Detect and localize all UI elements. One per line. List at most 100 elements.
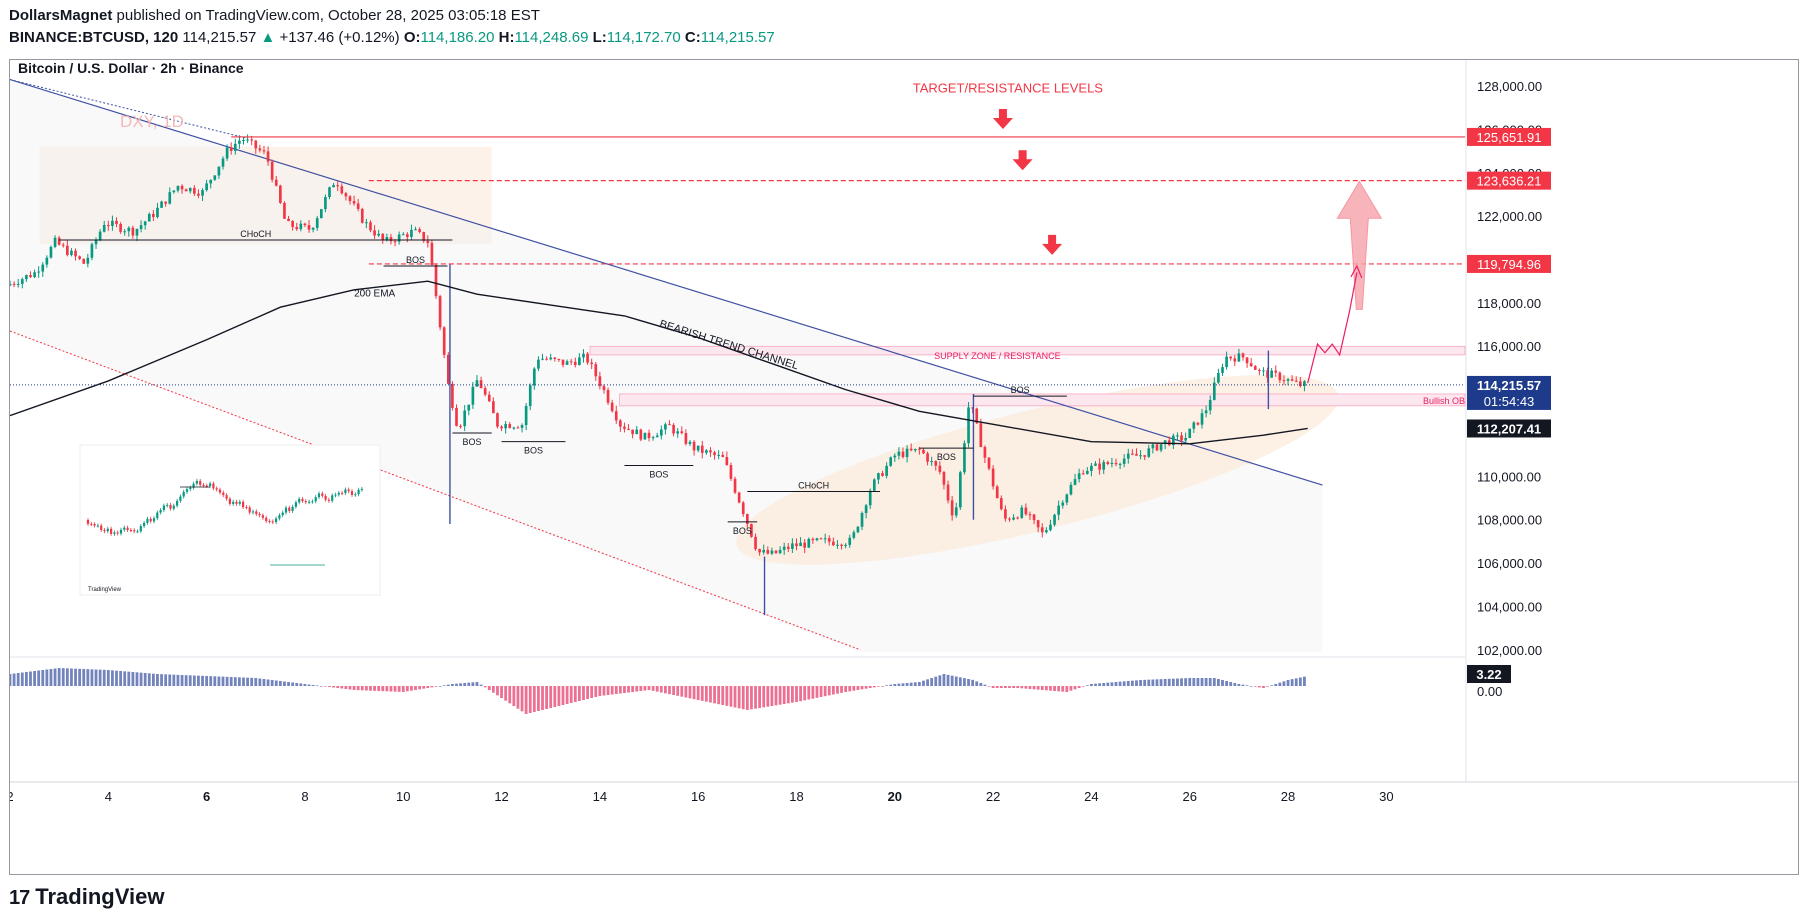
inset-candle-body (103, 530, 106, 532)
candle-body (799, 542, 802, 547)
candle-body (582, 353, 585, 358)
oscillator-bar (246, 677, 249, 686)
candle-body (111, 220, 114, 226)
candle-body (1094, 463, 1097, 466)
oscillator-bar (680, 686, 684, 697)
candle-body (250, 139, 254, 141)
bos-label: BOS (1011, 385, 1030, 395)
candle-body (49, 246, 53, 258)
oscillator-bar (106, 670, 110, 686)
oscillator-bar (1036, 686, 1040, 690)
candle-body (664, 424, 667, 430)
target-price-tag (1467, 254, 1551, 273)
candle-body (700, 445, 704, 453)
inset-candle-body (334, 494, 337, 496)
candle-body (287, 218, 290, 222)
oscillator-bar (111, 670, 114, 686)
candle-body (1004, 509, 1007, 519)
oscillator-bar (254, 678, 258, 686)
candle-body (1073, 479, 1077, 485)
oscillator-bar (20, 672, 24, 686)
inset-candle-body (308, 501, 311, 503)
oscillator-bar (1073, 686, 1077, 690)
oscillator-bar (991, 686, 995, 688)
candle-body (1188, 428, 1192, 438)
candle-body (762, 549, 766, 553)
oscillator-bar (283, 681, 286, 686)
oscillator-bar (90, 669, 94, 686)
candle-body (680, 431, 684, 434)
oscillator-bar (295, 683, 299, 686)
candle-body (119, 223, 122, 232)
candle-body (463, 410, 467, 427)
oscillator-bar (864, 686, 868, 689)
oscillator-bar (987, 686, 991, 687)
oscillator-bar (397, 686, 401, 692)
candle-body (1114, 462, 1118, 465)
oscillator-bar (676, 686, 680, 696)
oscillator-bar (61, 668, 65, 686)
brand-name[interactable]: TradingView (35, 884, 165, 909)
oscillator-bar (1020, 686, 1024, 689)
inset-candle-body (294, 502, 297, 507)
candle-body (258, 148, 262, 151)
oscillator-bar (475, 682, 479, 686)
candle-body (270, 161, 274, 180)
price-chart[interactable]: SUPPLY ZONE / RESISTANCE Bullish OB 128,00… (10, 60, 1798, 874)
oscillator-bar (1245, 685, 1249, 686)
oscillator-bar (12, 673, 16, 686)
oscillator-bar (623, 686, 626, 693)
candle-body (438, 296, 442, 328)
oscillator-bar (250, 677, 254, 686)
candle-body (782, 546, 786, 550)
close-label: C: (684, 29, 701, 46)
oscillator-bar (545, 686, 549, 709)
oscillator-bar (696, 686, 700, 700)
candle-body (639, 429, 643, 440)
oscillator-bar (332, 686, 336, 688)
candle-body (164, 201, 167, 204)
candle-body (975, 408, 979, 424)
oscillator-bar (180, 675, 184, 686)
x-tick-label: 8 (301, 789, 308, 804)
candle-body (446, 354, 450, 384)
candle-body (37, 271, 41, 273)
candle-body (897, 451, 901, 456)
high-value: 114,248.69 (514, 29, 589, 46)
oscillator-bar (770, 686, 774, 706)
inset-candle-body (337, 492, 340, 495)
oscillator-bar (954, 676, 958, 686)
candle-body (541, 358, 544, 360)
candle-body (627, 428, 630, 430)
candle-body (279, 185, 282, 203)
candle-body (246, 139, 249, 141)
publish-line: DollarsMagnet published on TradingView.c… (9, 6, 775, 26)
oscillator-bar (213, 676, 217, 686)
author-name[interactable]: DollarsMagnet (9, 7, 113, 24)
inset-candle-body (176, 500, 179, 506)
oscillator-bar (799, 686, 802, 702)
oscillator-bar (598, 686, 602, 696)
inset-watermark: TradingView (88, 587, 122, 593)
candle-body (98, 231, 102, 240)
oscillator-bar (713, 686, 716, 704)
oscillator-bar (1003, 686, 1007, 688)
candle-body (291, 221, 294, 227)
candle-body (537, 359, 540, 369)
candle-body (1184, 437, 1187, 441)
symbol-label[interactable]: BINANCE:BTCUSD, 120 (9, 29, 179, 46)
oscillator-bar (205, 676, 209, 686)
oscillator-bar (352, 686, 356, 690)
x-tick-label: 4 (105, 789, 112, 804)
candle-body (475, 380, 479, 387)
chart-frame: SUPPLY ZONE / RESISTANCE Bullish OB 128,00… (9, 59, 1799, 875)
candle-body (651, 437, 655, 439)
candle-body (688, 441, 692, 444)
inset-candle-body (324, 495, 327, 500)
inset-candle-body (331, 495, 334, 501)
oscillator-bar (512, 686, 516, 706)
inset-candle-body (182, 491, 185, 497)
x-tick-label: 18 (789, 789, 803, 804)
ema-price-tag (1467, 419, 1551, 438)
inset-candle-body (261, 515, 264, 518)
